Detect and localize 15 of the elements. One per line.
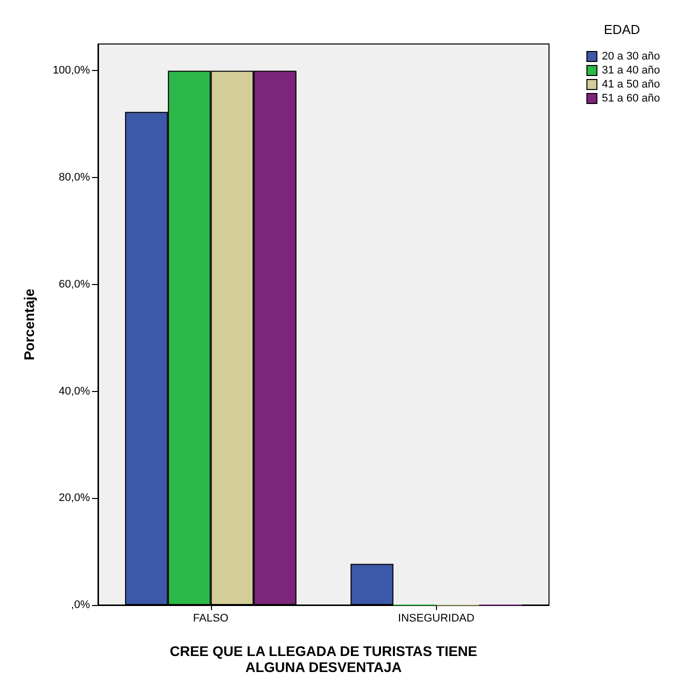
legend-label: 20 a 30 año <box>602 50 660 62</box>
y-tick-label: 100,0% <box>52 64 90 77</box>
y-tick-label: 40,0% <box>58 385 90 398</box>
y-tick-label: ,0% <box>71 599 90 611</box>
legend-label: 41 a 50 año <box>602 78 660 90</box>
y-tick-label: 20,0% <box>58 492 90 504</box>
x-tick-label: INSEGURIDAD <box>398 612 474 624</box>
legend-title: EDAD <box>604 22 640 37</box>
x-tick-label: FALSO <box>193 612 229 624</box>
y-tick-label: 60,0% <box>58 278 90 290</box>
legend-label: 51 a 60 año <box>602 92 660 104</box>
y-tick-label: 80,0% <box>58 172 90 184</box>
x-axis-title: CREE QUE LA LLEGADA DE TURISTAS TIENE ALGUNA DESVENTAJA <box>170 643 478 675</box>
legend-label: 31 a 40 año <box>602 64 660 76</box>
y-axis-title: Porcentaje <box>21 288 37 360</box>
